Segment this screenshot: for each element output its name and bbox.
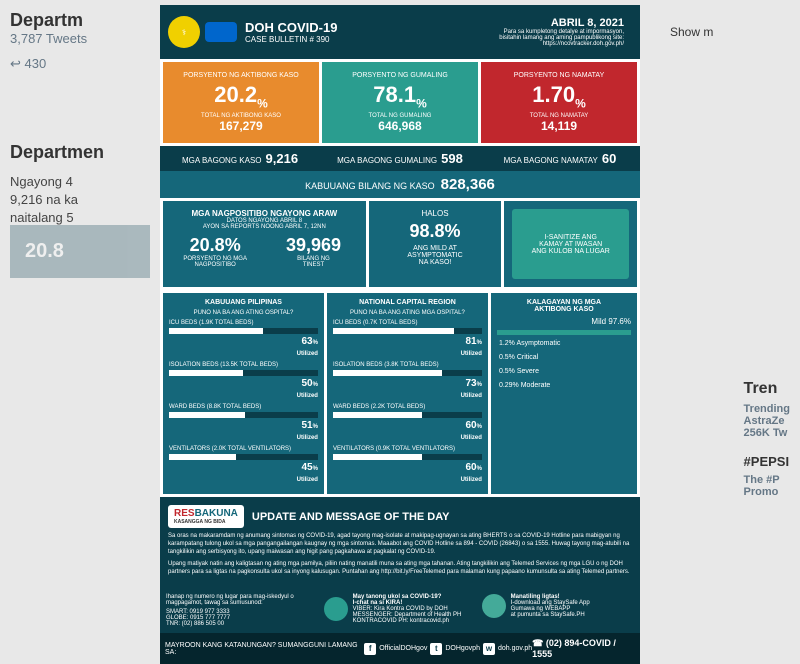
bed-utilization-row: VENTILATORS (0.9K TOTAL VENTILATORS)60%U… — [333, 446, 482, 484]
bed-utilization-row: WARD BEDS (8.8K TOTAL BEDS)51%Utilized — [169, 404, 318, 442]
bed-utilization-row: VENTILATORS (2.0K TOTAL VENTILATORS)45%U… — [169, 446, 318, 484]
deaths-box: PORSYENTO NG NAMATAY 1.70% TOTAL NG NAMA… — [481, 62, 637, 143]
active-cases-box: PORSYENTO NG AKTIBONG KASO 20.2% TOTAL N… — [163, 62, 319, 143]
kira-icon — [324, 597, 348, 621]
mild-asymptomatic-box: HALOS 98.8% ANG MILD AT ASYMPTOMATIC NA … — [369, 201, 502, 287]
footer-contacts: Ihanap ng numero ng lugar para mag-isked… — [160, 588, 640, 633]
mid-stats-row: MGA NAGPOSITIBO NGAYONG ARAW DATOS NGAYO… — [160, 198, 640, 290]
status-row: 1.2% Asymptomatic — [497, 338, 631, 349]
beds-row: KABUUANG PILIPINAS PUNO NA BA ANG ATING … — [160, 290, 640, 497]
status-row: 0.5% Critical — [497, 352, 631, 363]
trending-section: Tren Trending AstraZe 256K Tw #PEPSI The… — [744, 380, 790, 498]
new-stats-row: MGA BAGONG KASO9,216 MGA BAGONG GUMALING… — [160, 146, 640, 171]
twitter-icon: t — [430, 643, 442, 655]
bed-utilization-row: ISOLATION BEDS (13.5K TOTAL BEDS)50%Util… — [169, 362, 318, 400]
top-stats-row: PORSYENTO NG AKTIBONG KASO 20.2% TOTAL N… — [160, 59, 640, 146]
recovered-box: PORSYENTO NG GUMALING 78.1% TOTAL NG GUM… — [322, 62, 478, 143]
resbakuna-section: RESBAKUNA KASANGGA NG BIDA UPDATE AND ME… — [160, 497, 640, 588]
beds-philippines: KABUUANG PILIPINAS PUNO NA BA ANG ATING … — [163, 293, 324, 494]
footer-bottom: MAYROON KANG KATANUNGAN? SUMANGGUNI LAMA… — [160, 633, 640, 664]
sanitize-illustration: I-SANITIZE ANG KAMAY AT IWASAN ANG KULOB… — [512, 209, 629, 279]
bed-utilization-row: WARD BEDS (2.2K TOTAL BEDS)60%Utilized — [333, 404, 482, 442]
bulletin-title: DOH COVID-19 — [245, 20, 337, 35]
message-p2: Upang matiyak natin ang kaligtasan ng at… — [168, 561, 632, 577]
bed-utilization-row: ICU BEDS (0.7K TOTAL BEDS)81%Utilized — [333, 320, 482, 358]
total-cases-row: KABUUANG BILANG NG KASO828,366 — [160, 171, 640, 198]
case-status: KALAGAYAN NG MGA AKTIBONG KASO Mild 97.6… — [491, 293, 637, 494]
positivity-box: MGA NAGPOSITIBO NGAYONG ARAW DATOS NGAYO… — [163, 201, 366, 287]
new-cases: MGA BAGONG KASO9,216 — [160, 146, 320, 171]
footer-hotlines: Ihanap ng numero ng lugar para mag-isked… — [166, 594, 318, 627]
bulletin-header: ⚕ DOH COVID-19 CASE BULLETIN # 390 ABRIL… — [160, 5, 640, 59]
staysafe-icon — [482, 594, 506, 618]
bulletin-date: ABRIL 8, 2021 Para sa kumpletong detalye… — [491, 13, 632, 51]
bg-faded-image: 20.8 — [10, 220, 150, 283]
bed-utilization-row: ISOLATION BEDS (3.8K TOTAL BEDS)73%Utili… — [333, 362, 482, 400]
show-more-link[interactable]: Show m — [670, 25, 790, 39]
bed-utilization-row: ICU BEDS (1.9K TOTAL BEDS)63%Utilized — [169, 320, 318, 358]
status-row: 0.29% Moderate — [497, 380, 631, 391]
message-p1: Sa oras na makaramdam ng anumang sintoma… — [168, 533, 632, 556]
doh-logo-icon: ⚕ — [168, 16, 200, 48]
beds-ncr: NATIONAL CAPITAL REGION PUNO NA BA ANG A… — [327, 293, 488, 494]
new-deaths: MGA BAGONG NAMATAY60 — [480, 146, 640, 171]
facebook-icon: f — [364, 643, 376, 655]
status-row: 0.5% Severe — [497, 366, 631, 377]
doh-bulletin: ⚕ DOH COVID-19 CASE BULLETIN # 390 ABRIL… — [160, 5, 640, 595]
web-icon: w — [483, 643, 495, 655]
bulletin-subtitle: CASE BULLETIN # 390 — [245, 35, 337, 44]
footer-chat: May tanong ukol sa COVID-19? I-chat na s… — [324, 594, 476, 624]
social-links[interactable]: fOfficialDOHgov tDOHgovph wdoh.gov.ph — [364, 643, 532, 655]
bida-logo-icon — [205, 22, 237, 42]
hotline-number: ☎ (02) 894-COVID / 1555 — [532, 638, 635, 659]
sanitize-box: I-SANITIZE ANG KAMAY AT IWASAN ANG KULOB… — [504, 201, 637, 287]
new-recovered: MGA BAGONG GUMALING598 — [320, 146, 480, 171]
update-title: UPDATE AND MESSAGE OF THE DAY — [252, 511, 450, 523]
resbakuna-logo: RESBAKUNA KASANGGA NG BIDA — [168, 505, 244, 528]
footer-staysafe: Manatiling ligtas! I-download ang StaySa… — [482, 594, 634, 618]
bg-right-sidebar: Show m — [670, 10, 790, 54]
